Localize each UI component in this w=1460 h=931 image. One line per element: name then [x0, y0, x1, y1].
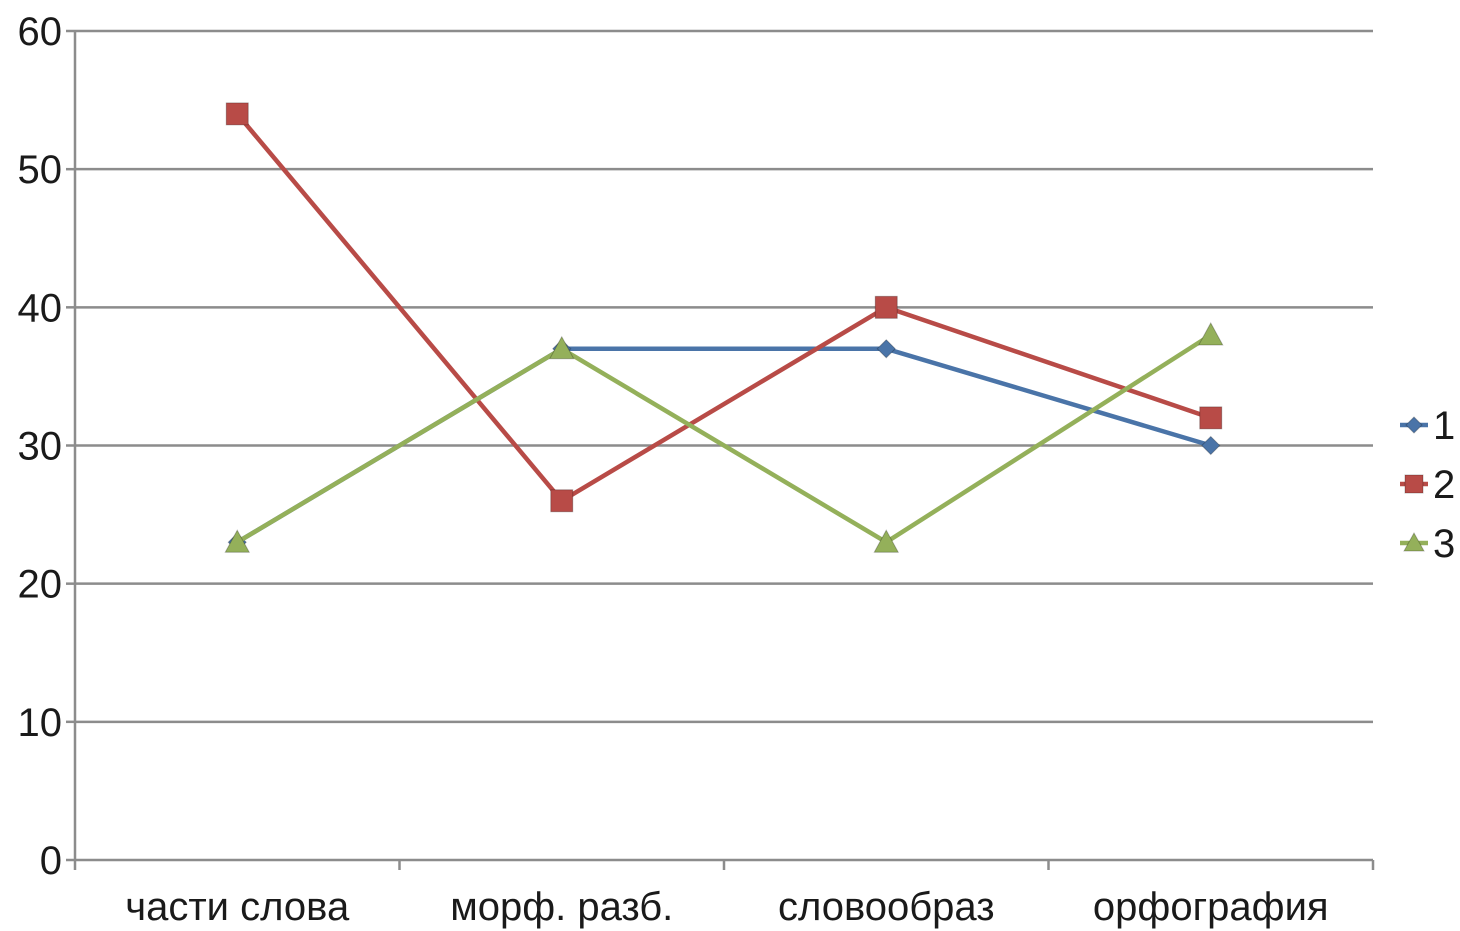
diamond-marker [1405, 416, 1423, 434]
square-marker [874, 295, 898, 319]
triangle-marker [1197, 321, 1224, 346]
square-marker [550, 489, 574, 513]
triangle-marker [224, 529, 251, 553]
y-axis-ticks: 0 10 20 30 40 50 60 [18, 10, 75, 883]
y-tick-label: 0 [40, 839, 62, 883]
square-marker [225, 102, 249, 126]
x-category-label: части слова [125, 885, 350, 929]
x-category-label: словообраз [778, 885, 995, 929]
legend-item: 1 [1400, 404, 1455, 448]
legend-item: 3 [1400, 522, 1455, 566]
legend-item: 2 [1400, 463, 1455, 507]
diamond-marker [1201, 435, 1221, 456]
series-layer [224, 102, 1224, 553]
series-line [236, 333, 1212, 545]
legend-label: 1 [1433, 404, 1455, 448]
triangle-marker [1403, 531, 1425, 552]
triangle-marker [873, 529, 900, 553]
y-tick-label: 60 [18, 10, 63, 54]
y-tick-label: 10 [18, 701, 63, 745]
diamond-marker [876, 339, 896, 359]
y-tick-label: 20 [18, 563, 63, 607]
series-2 [225, 102, 1223, 513]
triangle-marker [548, 335, 575, 360]
x-category-label: орфография [1093, 885, 1329, 929]
y-tick-label: 40 [18, 286, 63, 330]
series-3 [224, 321, 1224, 553]
series-line [235, 112, 1212, 504]
y-tick-label: 30 [18, 425, 63, 469]
legend-label: 2 [1433, 463, 1455, 507]
y-tick-label: 50 [18, 148, 63, 192]
legend: 1 2 3 [1400, 404, 1455, 566]
legend-label: 3 [1433, 522, 1455, 566]
x-axis-ticks: части слова морф. разб. словообраз орфограф… [73, 860, 1375, 929]
gridlines [75, 29, 1373, 724]
x-category-label: морф. разб. [450, 885, 673, 929]
square-marker [1199, 406, 1223, 430]
square-marker [1404, 474, 1424, 494]
